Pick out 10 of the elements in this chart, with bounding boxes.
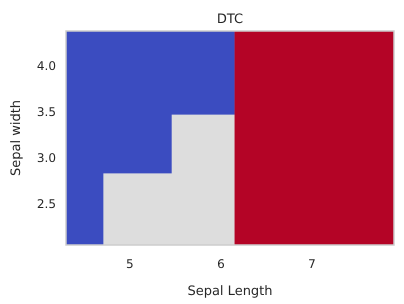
- y-tick-label: 2.5: [36, 196, 56, 211]
- y-tick-label: 4.0: [36, 59, 56, 74]
- x-axis-title: Sepal Length: [187, 284, 273, 299]
- x-tick-label: 6: [217, 257, 225, 271]
- y-tick-label: 3.5: [36, 105, 56, 120]
- chart-title: DTC: [216, 12, 244, 27]
- y-tick-label: 3.0: [36, 150, 56, 165]
- x-tick-label: 7: [308, 257, 316, 271]
- y-axis-title: Sepal width: [9, 100, 24, 176]
- x-tick-label: 5: [126, 257, 134, 271]
